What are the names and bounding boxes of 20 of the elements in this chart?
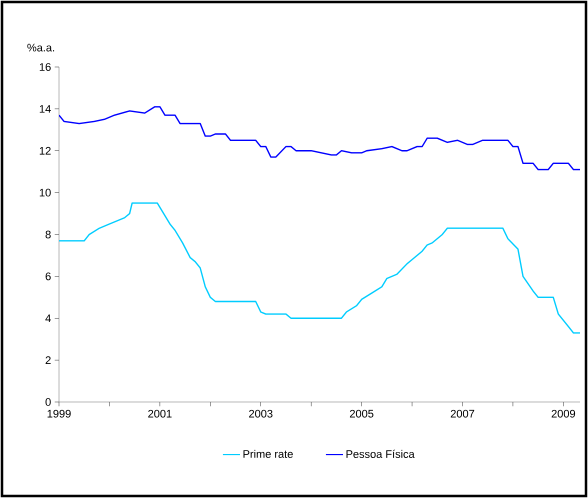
y-tick-label: 0 bbox=[46, 398, 51, 406]
y-tick-label: 12 bbox=[40, 146, 51, 155]
line-series bbox=[59, 106, 580, 170]
y-tick-label: 6 bbox=[46, 272, 51, 280]
x-tick-label: 2005 bbox=[350, 410, 374, 418]
y-axis-title: %a.a. bbox=[27, 44, 54, 52]
y-tick-label: 2 bbox=[46, 356, 51, 364]
y-tick-label: 8 bbox=[46, 230, 51, 238]
x-tick-label: 2001 bbox=[148, 410, 172, 418]
y-tick-label: 16 bbox=[40, 63, 51, 71]
legend-label: Prime rate bbox=[244, 450, 293, 458]
x-tick-label: 2009 bbox=[552, 410, 576, 418]
y-tick-label: 4 bbox=[45, 314, 51, 322]
x-tick-label: 2003 bbox=[249, 410, 272, 418]
y-tick-label: 10 bbox=[40, 188, 51, 197]
x-tick-label: 2007 bbox=[450, 410, 474, 418]
x-tick-label: 1999 bbox=[48, 410, 71, 418]
legend-label: Pessoa Física bbox=[346, 450, 415, 458]
line-series bbox=[59, 202, 580, 334]
y-tick-label: 14 bbox=[40, 105, 51, 113]
